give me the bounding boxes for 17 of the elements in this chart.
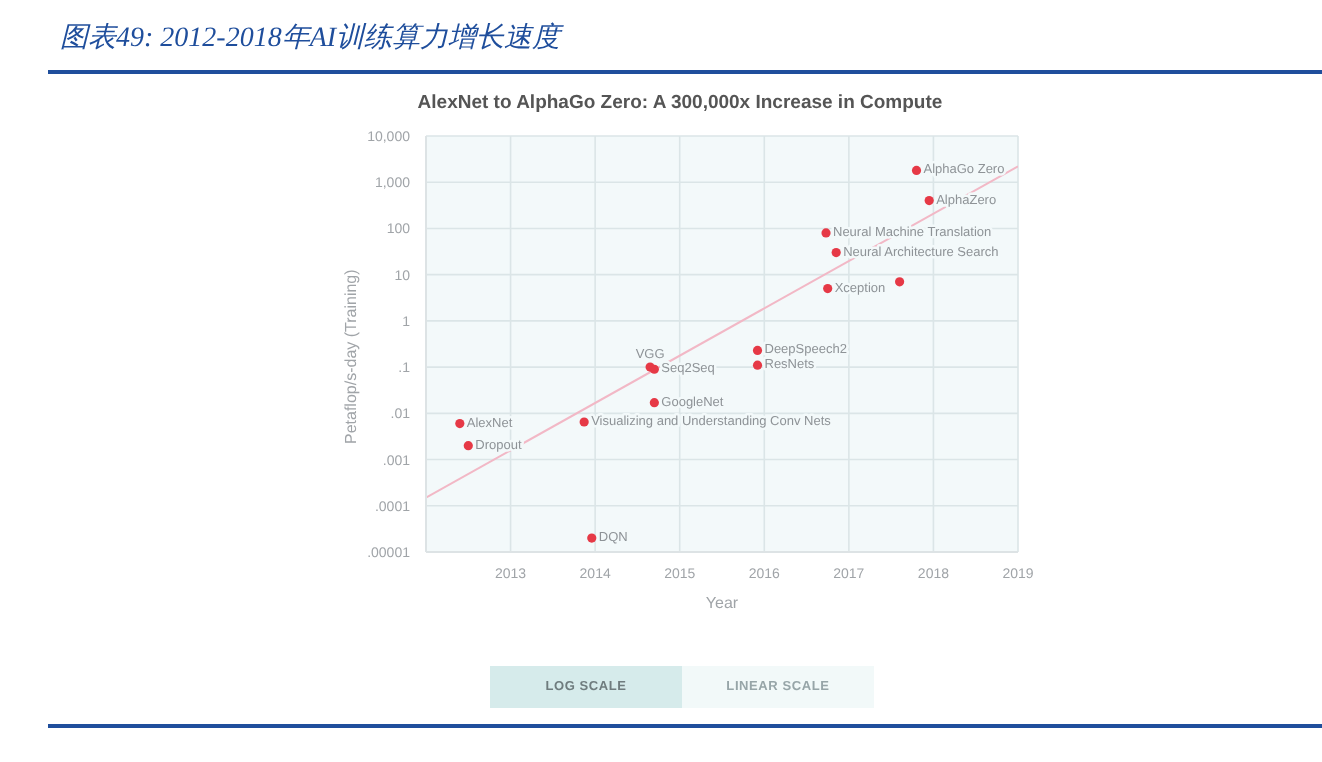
point — [455, 418, 465, 429]
point — [752, 360, 763, 370]
chart-subtitle: 图表49: 2012-2018年AI训练算力增长速度 — [60, 20, 561, 56]
point — [587, 533, 597, 543]
y-axis-title: Petaflop/s-day (Training) — [341, 268, 360, 444]
chart-title: AlexNet to AlphaGo Zero: A 300,000x Increase in Compute — [415, 92, 945, 114]
point — [911, 165, 922, 176]
point — [823, 283, 833, 294]
point — [463, 441, 473, 451]
point — [752, 345, 763, 355]
point — [924, 196, 934, 206]
point — [649, 398, 659, 408]
point — [831, 248, 841, 258]
x-axis-title: Year — [705, 594, 739, 612]
point — [579, 417, 589, 427]
point — [821, 228, 831, 238]
point — [895, 277, 905, 287]
